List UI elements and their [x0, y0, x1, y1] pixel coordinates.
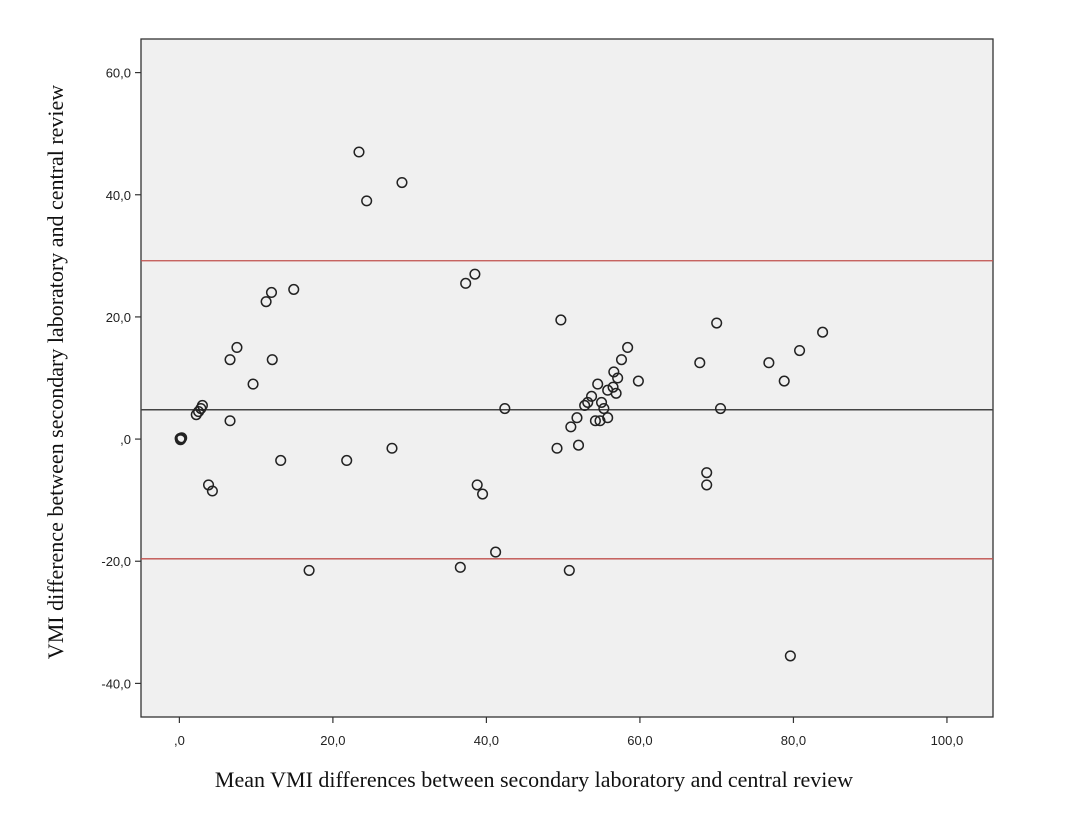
data-point — [586, 390, 598, 402]
data-point — [196, 399, 208, 412]
data-point — [594, 415, 606, 427]
data-point — [224, 354, 236, 366]
data-point — [193, 406, 205, 418]
data-point — [176, 432, 188, 444]
y-axis-title: VMI difference between secondary laborat… — [43, 85, 68, 659]
data-point — [265, 286, 278, 299]
x-axis-title: Mean VMI differences between secondary l… — [215, 767, 853, 792]
data-point — [615, 354, 628, 366]
x-tick-label: 60,0 — [627, 733, 652, 748]
data-point — [490, 546, 502, 558]
axes: ,0 20,0 40,0 60,0 80,0 100,0 -40,0 -20,0 ,0 20,0 4… — [101, 66, 963, 748]
reference-lines — [141, 260, 993, 560]
data-point — [288, 283, 300, 295]
data-point — [460, 277, 472, 289]
data-point — [555, 314, 567, 326]
y-tick-label: -40,0 — [101, 676, 131, 691]
data-point — [224, 415, 236, 427]
data-points — [174, 146, 829, 662]
data-point — [341, 454, 353, 467]
data-point — [454, 561, 466, 573]
data-point — [386, 442, 398, 454]
y-tick-label: 20,0 — [106, 310, 131, 325]
x-tick-label: 100,0 — [931, 733, 964, 748]
data-point — [794, 344, 806, 357]
data-point — [595, 396, 608, 408]
data-point — [361, 195, 373, 207]
data-point — [563, 564, 575, 576]
data-point — [592, 378, 604, 390]
plot-area — [140, 38, 994, 718]
x-tick-label: ,0 — [174, 733, 185, 748]
data-point — [551, 442, 563, 454]
data-point — [202, 479, 215, 491]
data-point — [565, 421, 577, 433]
data-point — [610, 387, 622, 399]
data-point — [471, 479, 483, 491]
y-tick-label: 40,0 — [106, 188, 131, 203]
data-point — [778, 375, 790, 387]
data-point — [206, 485, 218, 497]
data-point — [608, 366, 620, 378]
data-point — [499, 402, 511, 415]
x-tick-label: 40,0 — [474, 733, 499, 748]
data-point — [260, 296, 272, 308]
y-tick-label: 60,0 — [106, 66, 131, 81]
data-point — [784, 650, 796, 662]
data-point — [714, 402, 727, 415]
data-point — [817, 326, 829, 338]
data-point — [622, 341, 634, 354]
data-point — [602, 412, 614, 424]
data-point — [303, 564, 315, 576]
data-point — [701, 479, 713, 491]
data-point — [589, 415, 601, 427]
data-point — [353, 146, 365, 158]
data-point — [396, 176, 408, 189]
y-tick-label: -20,0 — [101, 554, 131, 569]
data-point — [247, 378, 259, 390]
data-point — [174, 434, 187, 446]
data-point — [711, 317, 723, 329]
data-point — [632, 375, 644, 387]
data-point — [469, 268, 481, 280]
data-point — [231, 341, 243, 354]
data-point — [275, 454, 287, 467]
data-point — [582, 396, 594, 408]
x-tick-label: 80,0 — [781, 733, 806, 748]
data-point — [694, 357, 706, 369]
data-point — [477, 488, 489, 500]
y-tick-label: ,0 — [120, 432, 131, 447]
data-point — [571, 412, 583, 424]
data-point — [701, 467, 713, 479]
data-point — [579, 399, 591, 412]
x-tick-label: 20,0 — [320, 733, 345, 748]
data-point — [607, 381, 619, 393]
data-point — [572, 439, 585, 451]
data-point — [763, 357, 775, 369]
data-point — [612, 372, 624, 384]
data-point — [598, 402, 610, 415]
data-point — [266, 354, 278, 366]
